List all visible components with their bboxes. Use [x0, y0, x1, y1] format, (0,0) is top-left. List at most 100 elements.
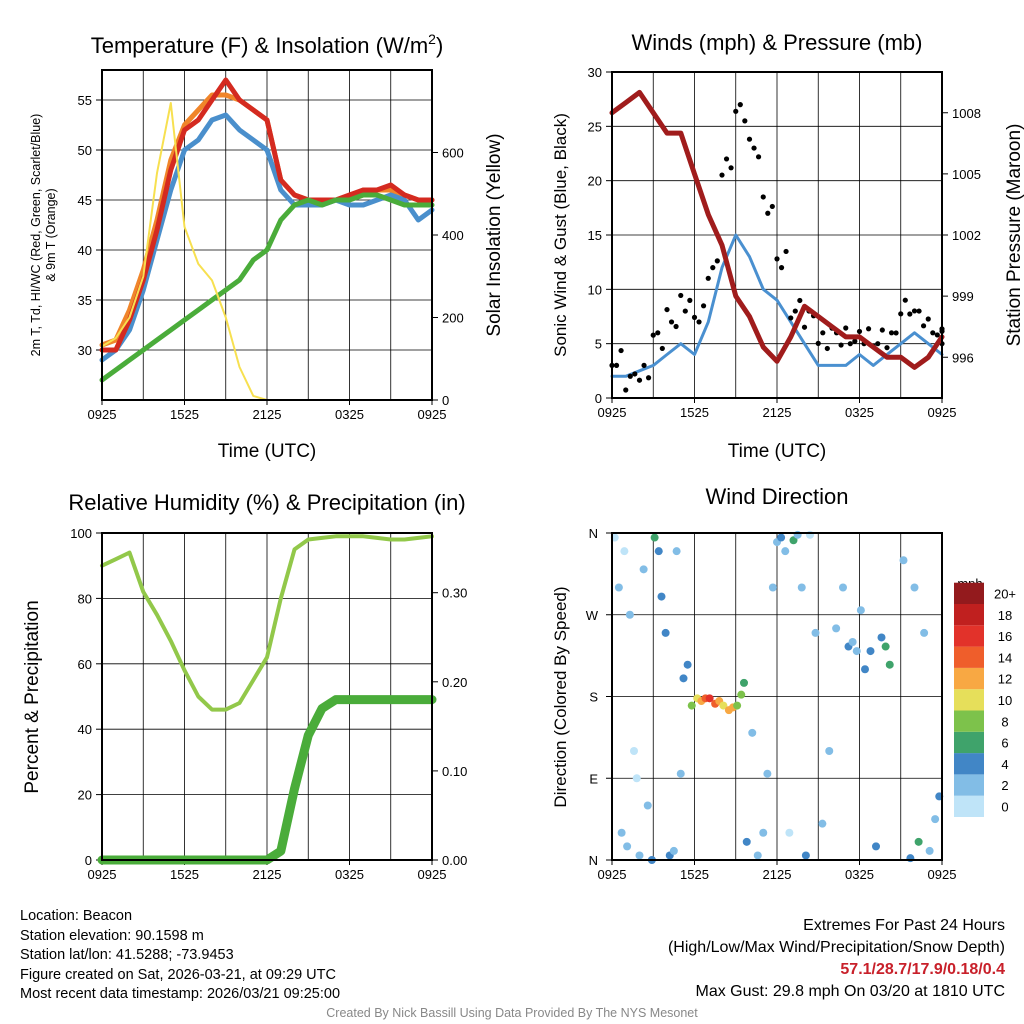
gust-point	[618, 347, 624, 354]
direction-point	[801, 851, 810, 860]
direction-point	[818, 819, 827, 828]
colorbar-label: 12	[998, 672, 1012, 687]
direction-point	[614, 583, 623, 592]
colorbar-label: 14	[998, 650, 1012, 665]
direction-point	[872, 842, 880, 851]
y-tick-label: S	[589, 690, 598, 705]
gust-point	[902, 297, 908, 303]
gust-point	[746, 136, 753, 142]
y2-tick-label: 0.00	[442, 853, 467, 868]
x-tick-label: 2125	[763, 867, 792, 882]
x-tick-label: 0925	[928, 867, 957, 882]
gust-point	[884, 345, 890, 351]
y2-tick-label: 200	[442, 311, 464, 326]
gust-point	[696, 319, 702, 325]
x-axis-label: Time (UTC)	[218, 441, 317, 462]
y-tick-label: 25	[588, 119, 602, 134]
gust-point	[852, 338, 858, 344]
direction-point	[672, 547, 681, 556]
direction-point	[763, 769, 772, 778]
colorbar-swatch	[954, 710, 984, 732]
direction-point	[785, 828, 794, 837]
direction-point	[753, 851, 762, 860]
direction-point	[852, 647, 861, 656]
gust-point	[719, 172, 725, 178]
gust-point	[838, 342, 844, 348]
gust-point	[925, 316, 931, 322]
colorbar-swatch	[954, 774, 984, 796]
colorbar-swatch	[954, 731, 984, 754]
direction-point	[617, 828, 626, 837]
gust-point	[843, 325, 849, 331]
gust-point	[623, 387, 629, 393]
gust-point	[710, 265, 716, 271]
gust-point	[911, 308, 918, 314]
direction-point	[832, 624, 841, 633]
direction-point	[740, 678, 748, 687]
y-axis-label: Sonic Wind & Gust (Blue, Black)	[551, 113, 570, 357]
direction-point	[620, 547, 629, 556]
colorbar-label: 6	[1001, 736, 1008, 751]
colorbar-label: 8	[1001, 714, 1008, 729]
y-tick-label: 30	[78, 343, 92, 358]
gust-point	[691, 314, 698, 320]
direction-point	[657, 592, 666, 601]
direction-point	[742, 837, 751, 846]
direction-point	[759, 828, 768, 837]
x-tick-label: 0925	[418, 867, 447, 882]
colorbar-label: 0	[1001, 800, 1008, 815]
direction-point	[737, 690, 746, 699]
direction-point	[881, 642, 890, 651]
direction-point	[877, 633, 886, 642]
series-2m-td	[99, 192, 435, 383]
y-tick-label: 20	[78, 788, 92, 803]
direction-point	[825, 747, 834, 755]
direction-point	[683, 660, 692, 669]
gust-point	[801, 324, 808, 330]
series-relative-humidity	[100, 534, 434, 712]
y2-tick-label: 1008	[952, 106, 981, 121]
gust-point	[888, 330, 895, 336]
y-axis-label: Percent & Precipitation	[22, 600, 43, 793]
y-tick-label: 30	[588, 65, 602, 80]
y-tick-label: 100	[70, 526, 92, 541]
gust-point	[700, 303, 707, 309]
direction-point	[748, 728, 757, 737]
elevation: Station elevation: 90.1598 m	[20, 927, 204, 944]
gust-point	[907, 311, 913, 317]
y-axis-label: 2m T, Td, HI/WC (Red, Green, Scarlet/Blu…	[29, 114, 43, 357]
direction-point	[899, 556, 908, 565]
direction-point	[781, 547, 790, 556]
direction-point	[811, 628, 820, 637]
direction-point	[931, 815, 940, 824]
colorbar-swatch	[954, 689, 984, 711]
direction-point	[719, 701, 728, 710]
colorbar-swatch	[954, 625, 984, 647]
gust-point	[687, 297, 693, 303]
recent-timestamp: Most recent data timestamp: 2026/03/21 0…	[20, 986, 341, 1002]
gust-point	[760, 194, 766, 200]
direction-point	[623, 842, 632, 851]
gust-point	[875, 341, 881, 347]
y-tick-label: 35	[78, 293, 92, 308]
max-gust: Max Gust: 29.8 mph On 03/20 at 1810 UTC	[695, 983, 1006, 1000]
location: Location: Beacon	[20, 908, 133, 924]
chart-title: Temperature (F) & Insolation (W/m2)	[91, 31, 444, 58]
x-tick-label: 0925	[418, 407, 447, 422]
x-tick-label: 0925	[928, 405, 957, 420]
direction-point	[910, 583, 919, 592]
x-tick-label: 1525	[170, 867, 199, 882]
credit: Created By Nick Bassill Using Data Provi…	[326, 1006, 698, 1020]
gust-point	[934, 332, 940, 338]
x-tick-label: 0325	[335, 407, 364, 422]
gust-point	[714, 258, 720, 264]
gust-point	[879, 327, 885, 333]
direction-point	[676, 769, 685, 778]
gust-point	[737, 102, 743, 108]
direction-point	[643, 801, 652, 810]
x-tick-label: 1525	[170, 407, 199, 422]
direction-point	[632, 774, 641, 783]
gust-point	[920, 323, 927, 329]
x-tick-label: 2125	[763, 405, 792, 420]
direction-point	[885, 660, 894, 669]
